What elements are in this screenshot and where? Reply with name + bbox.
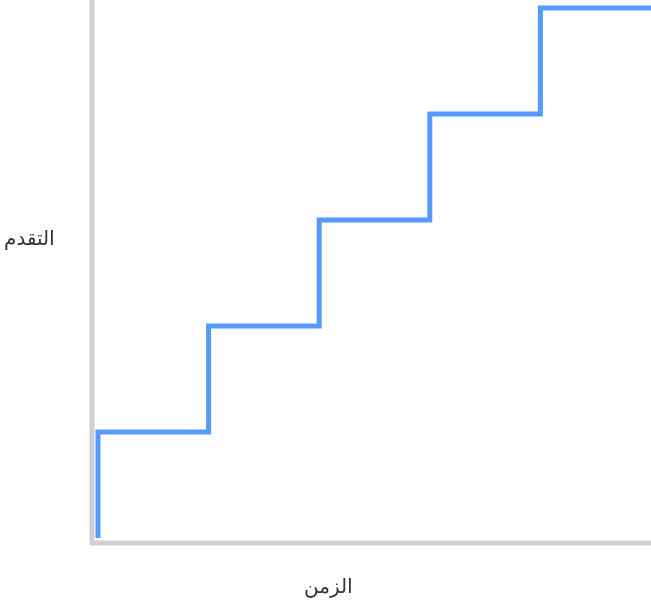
x-axis-label: الزمن [304,574,353,598]
y-axis-label: التقدم [4,226,55,250]
progress-step-line [95,5,651,538]
axes [89,0,651,546]
progress-series [95,5,651,538]
